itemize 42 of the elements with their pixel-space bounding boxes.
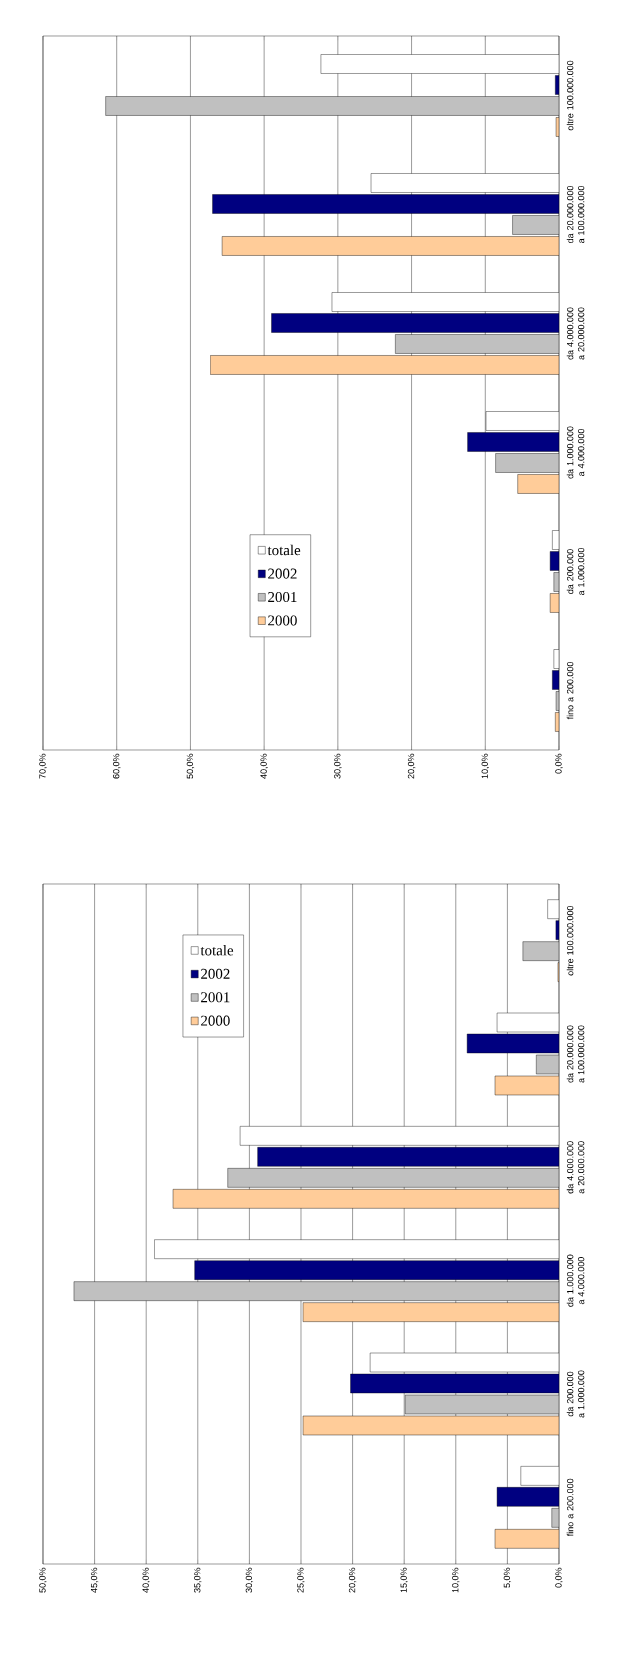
legend-label: 2001 (201, 992, 230, 1003)
x-tick-label: 35,0% (194, 1567, 202, 1593)
x-tick-label: 10,0% (481, 753, 489, 779)
y-tick-label: da 1.000.000 a 4.000.000 (566, 426, 585, 479)
x-tick-label: 70,0% (39, 753, 47, 779)
x-tick-label: 50,0% (39, 1567, 47, 1593)
bar (302, 1302, 559, 1322)
x-tick-label: 40,0% (260, 753, 268, 779)
x-tick-label: 30,0% (245, 1567, 254, 1593)
y-tick-label: da 4.000.000 a 20.000.000 (566, 307, 585, 360)
legend-label: totale (200, 944, 234, 956)
x-tick-label: 60,0% (113, 753, 121, 779)
y-tick-label: oltre 100.000.000 (566, 905, 574, 976)
y-tick-label: da 1.000.000 a 4.000.000 (566, 1254, 585, 1307)
y-tick-label: da 20.000.000 a 100.000.000 (566, 185, 585, 244)
y-tick-label: da 200.000 a 1.000.000 (566, 1370, 585, 1418)
x-tick-label: 20,0% (348, 1567, 357, 1593)
legend-label: 2000 (201, 1015, 230, 1026)
x-tick-label: 40,0% (142, 1567, 150, 1593)
x-tick-label: 0,0% (555, 753, 563, 774)
y-tick-label: da 4.000.000 a 20.000.000 (566, 1141, 585, 1194)
x-tick-label: 5,0% (503, 1567, 512, 1588)
x-tick-label: 10,0% (452, 1567, 460, 1593)
legend-label: 2002 (201, 968, 230, 979)
x-tick-label: 25,0% (297, 1567, 305, 1593)
y-tick-label: fino a 200.000 (566, 661, 574, 720)
y-tick-label: da 200.000 a 1.000.000 (566, 547, 585, 596)
legend-label: 2002 (268, 568, 297, 579)
legend-label: 2000 (268, 615, 297, 626)
x-tick-label: 30,0% (334, 753, 342, 779)
bar (172, 1189, 559, 1209)
y-tick-label: da 20.000.000 a 100.000.000 (566, 1025, 585, 1083)
y-tick-label: oltre 100.000.000 (566, 60, 574, 131)
x-tick-label: 50,0% (186, 753, 195, 779)
x-tick-label: 45,0% (90, 1567, 99, 1593)
y-tick-label: fino a 200.000 (566, 1478, 574, 1537)
x-tick-label: 15,0% (400, 1567, 408, 1593)
legend-label: totale (267, 544, 301, 556)
bar (494, 1529, 559, 1549)
legend-label: 2001 (268, 591, 297, 603)
x-tick-label: 0,0% (555, 1567, 563, 1588)
x-tick-label: 20,0% (407, 753, 416, 779)
